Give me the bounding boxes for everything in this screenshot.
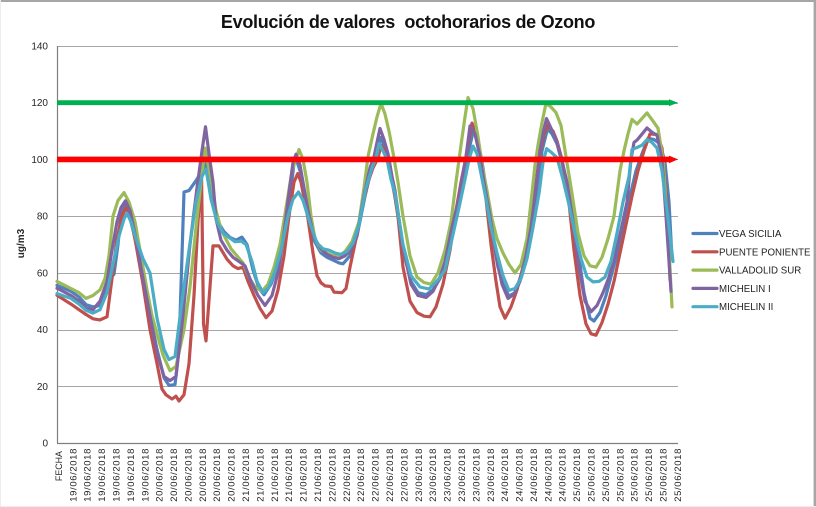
svg-text:19/06/2018: 19/06/2018 (140, 448, 151, 502)
svg-text:21/06/2018: 21/06/2018 (299, 448, 310, 502)
svg-text:20: 20 (37, 382, 49, 393)
svg-text:VALLADOLID SUR: VALLADOLID SUR (719, 266, 801, 277)
svg-text:24/06/2018: 24/06/2018 (515, 448, 526, 502)
svg-text:23/06/2018: 23/06/2018 (457, 448, 468, 502)
svg-text:20/06/2018: 20/06/2018 (212, 448, 223, 502)
svg-text:23/06/2018: 23/06/2018 (443, 448, 454, 502)
svg-text:100: 100 (31, 155, 48, 166)
svg-text:MICHELIN I: MICHELIN I (719, 284, 771, 295)
svg-text:FECHA: FECHA (54, 451, 64, 481)
svg-text:22/06/2018: 22/06/2018 (371, 448, 382, 502)
svg-text:21/06/2018: 21/06/2018 (313, 448, 324, 502)
svg-text:19/06/2018: 19/06/2018 (112, 448, 123, 502)
svg-text:25/06/2018: 25/06/2018 (587, 448, 598, 502)
svg-text:20/06/2018: 20/06/2018 (155, 448, 166, 502)
svg-text:140: 140 (31, 42, 48, 53)
svg-text:22/06/2018: 22/06/2018 (385, 448, 396, 502)
svg-text:25/06/2018: 25/06/2018 (659, 448, 670, 502)
svg-text:40: 40 (37, 325, 49, 336)
svg-text:25/06/2018: 25/06/2018 (630, 448, 641, 502)
svg-text:25/06/2018: 25/06/2018 (601, 448, 612, 502)
svg-text:24/06/2018: 24/06/2018 (543, 448, 554, 502)
svg-text:22/06/2018: 22/06/2018 (327, 448, 338, 502)
svg-text:25/06/2018: 25/06/2018 (572, 448, 583, 502)
svg-text:22/06/2018: 22/06/2018 (356, 448, 367, 502)
svg-text:21/06/2018: 21/06/2018 (255, 448, 266, 502)
svg-text:25/06/2018: 25/06/2018 (673, 448, 684, 502)
svg-text:MICHELIN II: MICHELIN II (719, 302, 773, 313)
svg-text:0: 0 (42, 439, 48, 450)
svg-text:24/06/2018: 24/06/2018 (500, 448, 511, 502)
svg-text:80: 80 (37, 212, 49, 223)
svg-text:22/06/2018: 22/06/2018 (342, 448, 353, 502)
svg-text:60: 60 (37, 268, 49, 279)
svg-text:25/06/2018: 25/06/2018 (644, 448, 655, 502)
svg-text:20/06/2018: 20/06/2018 (227, 448, 238, 502)
svg-text:19/06/2018: 19/06/2018 (68, 448, 79, 502)
svg-text:23/06/2018: 23/06/2018 (414, 448, 425, 502)
svg-text:23/06/2018: 23/06/2018 (486, 448, 497, 502)
svg-text:20/06/2018: 20/06/2018 (169, 448, 180, 502)
svg-text:23/06/2018: 23/06/2018 (471, 448, 482, 502)
svg-text:21/06/2018: 21/06/2018 (270, 448, 281, 502)
svg-text:20/06/2018: 20/06/2018 (198, 448, 209, 502)
svg-text:22/06/2018: 22/06/2018 (399, 448, 410, 502)
svg-text:ug/m3: ug/m3 (16, 228, 27, 258)
svg-text:24/06/2018: 24/06/2018 (558, 448, 569, 502)
svg-text:23/06/2018: 23/06/2018 (428, 448, 439, 502)
svg-text:21/06/2018: 21/06/2018 (284, 448, 295, 502)
svg-text:120: 120 (31, 98, 48, 109)
svg-text:19/06/2018: 19/06/2018 (126, 448, 137, 502)
svg-text:25/06/2018: 25/06/2018 (615, 448, 626, 502)
svg-text:21/06/2018: 21/06/2018 (241, 448, 252, 502)
svg-text:PUENTE PONIENTE: PUENTE PONIENTE (719, 247, 811, 258)
svg-text:24/06/2018: 24/06/2018 (529, 448, 540, 502)
svg-text:20/06/2018: 20/06/2018 (184, 448, 195, 502)
svg-text:19/06/2018: 19/06/2018 (83, 448, 94, 502)
svg-text:VEGA SICILIA: VEGA SICILIA (719, 229, 782, 240)
svg-text:19/06/2018: 19/06/2018 (97, 448, 108, 502)
